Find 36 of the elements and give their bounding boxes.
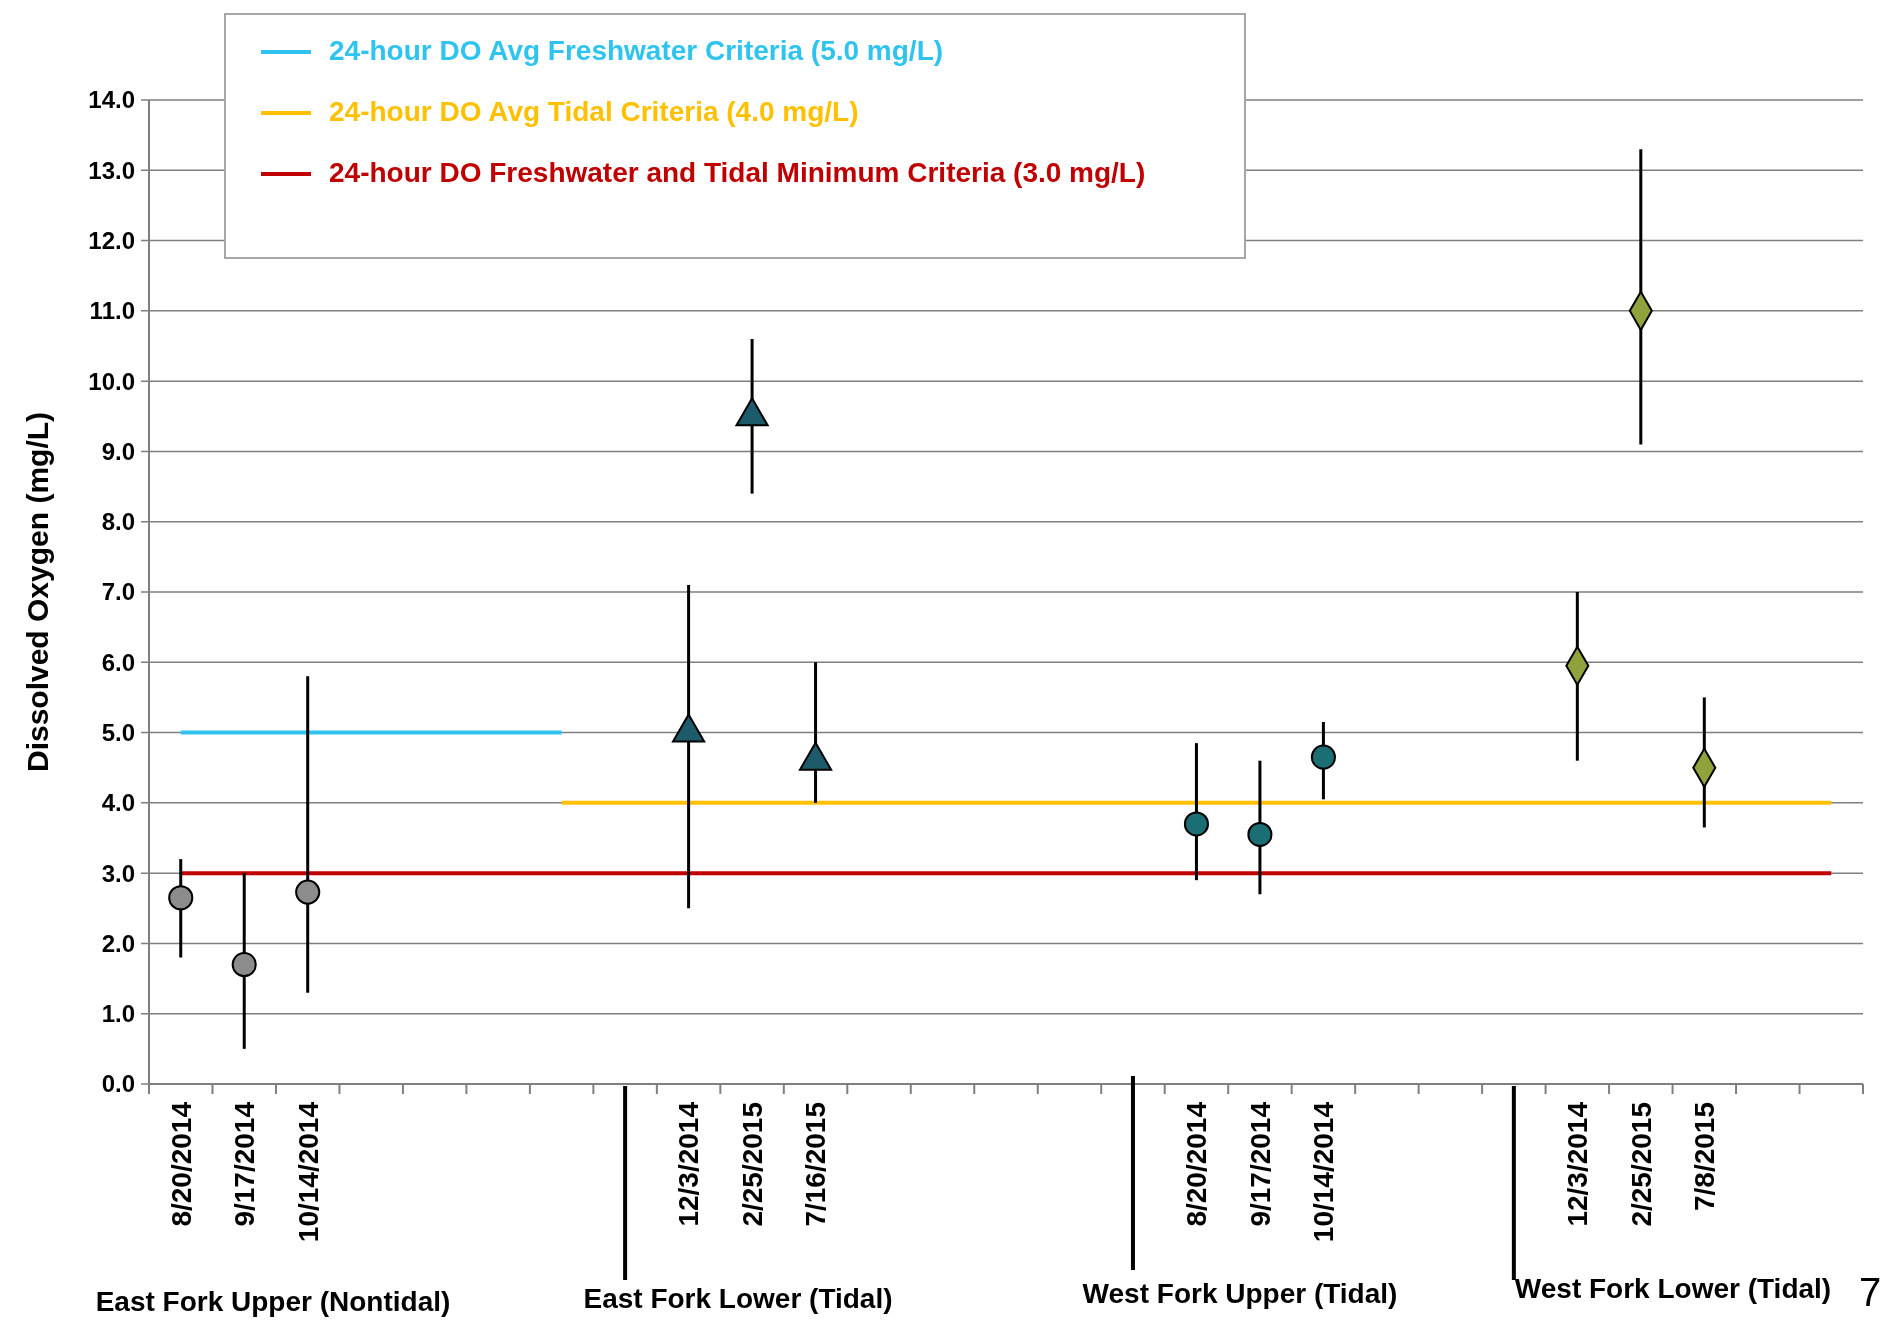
y-tick-label: 13.0	[88, 156, 135, 184]
x-tick-label: 12/3/2014	[1562, 1101, 1594, 1227]
x-tick-label: 10/14/2014	[292, 1101, 324, 1243]
y-tick-label: 10.0	[88, 367, 135, 395]
y-tick-label: 1.0	[101, 1000, 135, 1028]
y-tick-label: 5.0	[101, 718, 135, 746]
text: West Fork Upper (Tidal)	[1082, 1278, 1398, 1309]
x-tick-label: 10/14/2014	[1308, 1101, 1340, 1243]
y-tick-label: 3.0	[101, 859, 135, 887]
x-tick-label: 9/17/2014	[229, 1101, 261, 1227]
x-tick-label: 12/3/2014	[673, 1101, 705, 1227]
y-tick-label: 11.0	[89, 297, 135, 325]
y-tick-label: 8.0	[101, 508, 135, 536]
legend-label: 24-hour DO Avg Freshwater Criteria (5.0 mg/L)	[329, 35, 944, 66]
x-tick-label: 7/16/2015	[800, 1102, 832, 1227]
text: East Fork Upper (Nontidal)	[95, 1286, 451, 1317]
y-tick-label: 12.0	[88, 226, 135, 254]
x-tick-label: 2/25/2015	[1625, 1102, 1657, 1227]
y-axis-title: Dissolved Oxygen (mg/L)	[21, 411, 54, 773]
x-tick-label: 9/17/2014	[1244, 1101, 1276, 1227]
y-tick-label: 14.0	[88, 86, 135, 114]
text: 7	[1858, 1270, 1880, 1314]
y-tick-label: 0.0	[101, 1070, 135, 1098]
y-tick-label: 6.0	[101, 648, 135, 676]
y-tick-label: 2.0	[101, 929, 135, 957]
legend-label: 24-hour DO Freshwater and Tidal Minimum Criteria (3.0 mg/L)	[329, 157, 1146, 188]
x-tick-label: 2/25/2015	[736, 1102, 768, 1227]
text: West Fork Lower (Tidal)	[1514, 1273, 1832, 1304]
x-tick-label: 8/20/2014	[1181, 1101, 1213, 1227]
y-tick-label: 7.0	[101, 578, 135, 606]
y-tick-label: 9.0	[101, 437, 135, 465]
legend-label: 24-hour DO Avg Tidal Criteria (4.0 mg/L)	[329, 96, 859, 127]
x-tick-label: 7/8/2015	[1689, 1102, 1721, 1211]
x-tick-label: 8/20/2014	[165, 1101, 197, 1227]
y-tick-label: 4.0	[101, 789, 135, 817]
text: East Fork Lower (Tidal)	[583, 1283, 893, 1314]
